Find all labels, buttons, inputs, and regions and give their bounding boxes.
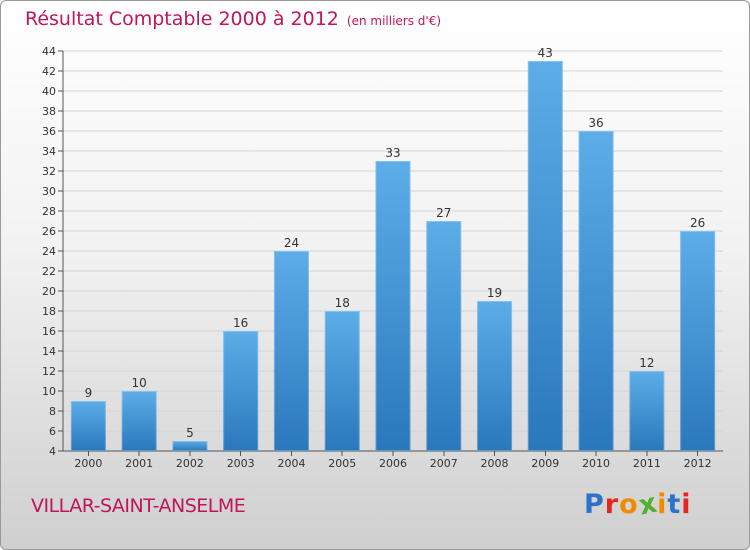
bar-highlight-2005 bbox=[324, 311, 360, 451]
logo-letter: t bbox=[667, 489, 682, 520]
bar-value-label: 19 bbox=[487, 286, 502, 300]
y-tick-label: 32 bbox=[42, 165, 56, 178]
y-tick-label: 28 bbox=[42, 205, 56, 218]
bar-2007 bbox=[426, 221, 462, 451]
bar-2002 bbox=[172, 441, 208, 451]
bar-2000 bbox=[70, 401, 106, 451]
bar-2004 bbox=[273, 251, 309, 451]
bar-highlight-2004 bbox=[273, 251, 309, 451]
y-tick-label: 36 bbox=[42, 125, 56, 138]
logo-letter: P bbox=[584, 489, 605, 520]
y-tick-label: 30 bbox=[42, 185, 56, 198]
bar-highlight-2000 bbox=[70, 401, 106, 451]
bar-value-label: 5 bbox=[186, 426, 194, 440]
x-tick-label: 2010 bbox=[582, 457, 610, 470]
bar-2010 bbox=[578, 131, 614, 451]
x-tick-label: 2001 bbox=[125, 457, 153, 470]
y-tick-label: 16 bbox=[42, 325, 56, 338]
bar-2012 bbox=[680, 231, 716, 451]
x-tick-label: 2003 bbox=[227, 457, 255, 470]
y-tick-label: 4 bbox=[49, 445, 56, 458]
bar-highlight-2011 bbox=[629, 371, 665, 451]
bar-2005 bbox=[324, 311, 360, 451]
bar-2009 bbox=[527, 61, 563, 451]
chart-title: Résultat Comptable 2000 à 2012 (en millie… bbox=[25, 8, 441, 30]
x-tick-label: 2004 bbox=[277, 457, 305, 470]
y-tick-label: 20 bbox=[42, 285, 56, 298]
y-tick-label: 12 bbox=[42, 365, 56, 378]
logo-letter: o bbox=[619, 489, 639, 520]
bar-value-label: 16 bbox=[233, 316, 248, 330]
logo-letter: i bbox=[681, 489, 692, 520]
bar-2011 bbox=[629, 371, 665, 451]
x-tick-label: 2002 bbox=[176, 457, 204, 470]
x-tick-label: 2011 bbox=[633, 457, 661, 470]
logo-letter: i bbox=[657, 489, 668, 520]
bar-value-label: 24 bbox=[284, 236, 299, 250]
bar-value-label: 18 bbox=[335, 296, 350, 310]
y-tick-label: 10 bbox=[42, 385, 56, 398]
bar-2001 bbox=[121, 391, 157, 451]
chart-subtitle: (en milliers d'€) bbox=[346, 14, 442, 28]
bar-value-label: 26 bbox=[690, 216, 705, 230]
bars bbox=[70, 61, 716, 451]
commune-name: VILLAR-SAINT-ANSELME bbox=[31, 495, 246, 517]
y-tick-label: 8 bbox=[49, 405, 56, 418]
logo-letter: r bbox=[604, 489, 620, 520]
bar-highlight-2007 bbox=[426, 221, 462, 451]
bar-value-label: 10 bbox=[132, 376, 147, 390]
bar-2008 bbox=[477, 301, 513, 451]
y-tick-label: 42 bbox=[42, 65, 56, 78]
bar-2003 bbox=[223, 331, 259, 451]
x-tick-label: 2012 bbox=[684, 457, 712, 470]
bar-highlight-2006 bbox=[375, 161, 411, 451]
x-tick-label: 2000 bbox=[74, 457, 102, 470]
y-tick-label: 44 bbox=[42, 45, 56, 58]
y-tick-label: 18 bbox=[42, 305, 56, 318]
bar-highlight-2012 bbox=[680, 231, 716, 451]
bar-highlight-2002 bbox=[172, 441, 208, 451]
y-tick-label: 24 bbox=[42, 245, 56, 258]
bar-highlight-2003 bbox=[223, 331, 259, 451]
y-tick-label: 40 bbox=[42, 85, 56, 98]
bar-value-label: 27 bbox=[436, 206, 451, 220]
x-tick-label: 2007 bbox=[430, 457, 458, 470]
bar-value-label: 9 bbox=[85, 386, 93, 400]
bar-value-label: 12 bbox=[639, 356, 654, 370]
x-tick-label: 2009 bbox=[531, 457, 559, 470]
y-tick-label: 26 bbox=[42, 225, 56, 238]
data-labels: 9 10 5 16 24 18 33 27 19 43 36 12 26 bbox=[85, 46, 706, 440]
y-tick-label: 34 bbox=[42, 145, 56, 158]
bar-highlight-2009 bbox=[527, 61, 563, 451]
x-tick-label: 2006 bbox=[379, 457, 407, 470]
y-tick-label: 22 bbox=[42, 265, 56, 278]
bar-value-label: 43 bbox=[538, 46, 553, 60]
x-tick-label: 2008 bbox=[481, 457, 509, 470]
bar-highlight-2008 bbox=[477, 301, 513, 451]
x-tick-label: 2005 bbox=[328, 457, 356, 470]
bar-highlight-2001 bbox=[121, 391, 157, 451]
y-tick-label: 38 bbox=[42, 105, 56, 118]
y-tick-label: 14 bbox=[42, 345, 56, 358]
bar-2006 bbox=[375, 161, 411, 451]
bar-value-label: 36 bbox=[588, 116, 603, 130]
bar-value-label: 33 bbox=[385, 146, 400, 160]
chart-title-text: Résultat Comptable 2000 à 2012 bbox=[25, 8, 339, 30]
proxiti-logo: Proxiti bbox=[584, 487, 692, 521]
y-tick-label: 6 bbox=[49, 425, 56, 438]
bar-highlight-2010 bbox=[578, 131, 614, 451]
